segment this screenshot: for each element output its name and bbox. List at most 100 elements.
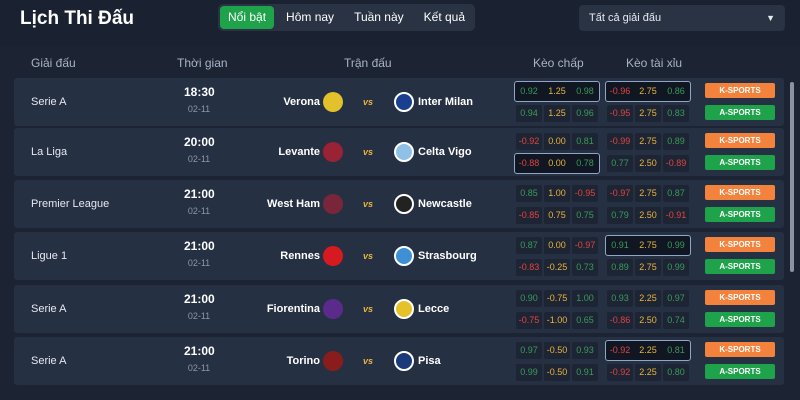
odds-value[interactable]: 0.98 <box>576 86 594 96</box>
odds-value[interactable]: 0.86 <box>667 86 685 96</box>
odds-value[interactable]: 2.75 <box>639 240 657 250</box>
odds-value[interactable]: 0.79 <box>607 207 633 224</box>
odds-value[interactable]: 0.87 <box>663 185 689 202</box>
odds-value[interactable]: 2.75 <box>639 86 657 96</box>
odds-value[interactable]: 0.77 <box>607 155 633 172</box>
top-bar: Lịch Thi Đấu Nổi bật Hôm nay Tuần này Kế… <box>0 0 800 46</box>
a-sports-button[interactable]: A-SPORTS <box>705 105 775 120</box>
odds-value[interactable]: 0.96 <box>572 105 598 122</box>
tab-results[interactable]: Kết quả <box>423 10 466 24</box>
odds-value[interactable]: -0.25 <box>544 259 570 276</box>
a-sports-button[interactable]: A-SPORTS <box>705 364 775 379</box>
odds-value[interactable]: 2.25 <box>635 364 661 381</box>
odds-value[interactable]: 0.83 <box>663 105 689 122</box>
odds-value[interactable]: -0.99 <box>607 133 633 150</box>
match-row[interactable]: Serie A 21:00 02-11 Torino vs Pisa 0.97 -0… <box>14 337 784 385</box>
odds-value[interactable]: -0.92 <box>607 364 633 381</box>
odds-value[interactable]: -0.88 <box>518 158 540 168</box>
odds-value[interactable]: 2.75 <box>635 133 661 150</box>
odds-value[interactable]: 0.00 <box>548 158 566 168</box>
match-row[interactable]: Serie A 21:00 02-11 Fiorentina vs Lecce 0… <box>14 285 784 333</box>
odds-value[interactable]: 2.50 <box>635 207 661 224</box>
odds-value[interactable]: -0.89 <box>663 155 689 172</box>
k-sports-button[interactable]: K-SPORTS <box>705 237 775 252</box>
odds-value[interactable]: 0.89 <box>607 259 633 276</box>
odds-value[interactable]: 1.00 <box>544 185 570 202</box>
odds-value[interactable]: 0.73 <box>572 259 598 276</box>
odds-value[interactable]: 0.80 <box>663 364 689 381</box>
odds-value[interactable]: 0.65 <box>572 312 598 329</box>
odds-value[interactable]: 0.99 <box>667 240 685 250</box>
handicap-odds-group: -0.75 -1.00 0.65 <box>514 310 600 331</box>
odds-value[interactable]: 0.91 <box>611 240 629 250</box>
a-sports-button[interactable]: A-SPORTS <box>705 259 775 274</box>
odds-value[interactable]: -0.96 <box>609 86 631 96</box>
odds-value[interactable]: -0.50 <box>544 364 570 381</box>
odds-value[interactable]: -0.91 <box>663 207 689 224</box>
odds-value[interactable]: 0.91 <box>572 364 598 381</box>
odds-value[interactable]: -0.50 <box>544 342 570 359</box>
odds-value[interactable]: 2.25 <box>639 345 657 355</box>
odds-value[interactable]: 0.00 <box>544 133 570 150</box>
odds-value[interactable]: 0.89 <box>663 133 689 150</box>
odds-value[interactable]: 1.00 <box>572 290 598 307</box>
odds-value[interactable]: 0.99 <box>516 364 542 381</box>
k-sports-button[interactable]: K-SPORTS <box>705 133 775 148</box>
league-select[interactable]: Tất cả giải đấu ▼ <box>579 5 785 31</box>
odds-value[interactable]: -0.95 <box>607 105 633 122</box>
match-row[interactable]: Premier League 21:00 02-11 West Ham vs N… <box>14 180 784 228</box>
odds-value[interactable]: -1.00 <box>544 312 570 329</box>
odds-value[interactable]: 1.25 <box>548 86 566 96</box>
odds-value[interactable]: 0.93 <box>572 342 598 359</box>
match-row[interactable]: La Liga 20:00 02-11 Levante vs Celta Vig… <box>14 128 784 176</box>
odds-value[interactable]: -0.75 <box>516 312 542 329</box>
league-name: Premier League <box>31 198 110 210</box>
k-sports-button[interactable]: K-SPORTS <box>705 185 775 200</box>
k-sports-button[interactable]: K-SPORTS <box>705 83 775 98</box>
odds-value[interactable]: 0.97 <box>516 342 542 359</box>
odds-value[interactable]: 0.75 <box>544 207 570 224</box>
odds-value[interactable]: -0.92 <box>609 345 631 355</box>
odds-value[interactable]: 2.75 <box>635 185 661 202</box>
odds-value[interactable]: 2.50 <box>635 312 661 329</box>
tab-this-week[interactable]: Tuần này <box>354 10 404 24</box>
match-row[interactable]: Ligue 1 21:00 02-11 Rennes vs Strasbourg… <box>14 232 784 280</box>
tab-today[interactable]: Hôm nay <box>286 10 335 24</box>
tab-featured[interactable]: Nổi bật <box>220 6 275 29</box>
odds-value[interactable]: 2.25 <box>635 290 661 307</box>
odds-value[interactable]: -0.83 <box>516 259 542 276</box>
odds-value[interactable]: 0.99 <box>663 259 689 276</box>
k-sports-button[interactable]: K-SPORTS <box>705 290 775 305</box>
odds-value[interactable]: -0.97 <box>572 237 598 254</box>
odds-value[interactable]: -0.75 <box>544 290 570 307</box>
scrollbar[interactable] <box>790 82 794 272</box>
odds-value[interactable]: 0.00 <box>544 237 570 254</box>
a-sports-button[interactable]: A-SPORTS <box>705 312 775 327</box>
odds-value[interactable]: 2.75 <box>635 105 661 122</box>
odds-value[interactable]: -0.95 <box>572 185 598 202</box>
odds-value[interactable]: 1.25 <box>544 105 570 122</box>
odds-value[interactable]: 0.75 <box>572 207 598 224</box>
odds-value[interactable]: 0.97 <box>663 290 689 307</box>
a-sports-button[interactable]: A-SPORTS <box>705 207 775 222</box>
odds-value[interactable]: 0.78 <box>576 158 594 168</box>
odds-value[interactable]: 0.74 <box>663 312 689 329</box>
odds-value[interactable]: 0.81 <box>572 133 598 150</box>
odds-value[interactable]: 0.93 <box>607 290 633 307</box>
away-crest-icon <box>394 92 414 112</box>
odds-value[interactable]: -0.97 <box>607 185 633 202</box>
odds-value[interactable]: 2.75 <box>635 259 661 276</box>
a-sports-button[interactable]: A-SPORTS <box>705 155 775 170</box>
odds-value[interactable]: 0.90 <box>516 290 542 307</box>
odds-value[interactable]: -0.86 <box>607 312 633 329</box>
k-sports-button[interactable]: K-SPORTS <box>705 342 775 357</box>
odds-value[interactable]: 0.85 <box>516 185 542 202</box>
match-row[interactable]: Serie A 18:30 02-11 Verona vs Inter Mila… <box>14 78 784 126</box>
odds-value[interactable]: 0.81 <box>667 345 685 355</box>
odds-value[interactable]: 0.87 <box>516 237 542 254</box>
odds-value[interactable]: -0.85 <box>516 207 542 224</box>
odds-value[interactable]: 0.94 <box>516 105 542 122</box>
odds-value[interactable]: 2.50 <box>635 155 661 172</box>
odds-value[interactable]: 0.92 <box>520 86 538 96</box>
odds-value[interactable]: -0.92 <box>516 133 542 150</box>
